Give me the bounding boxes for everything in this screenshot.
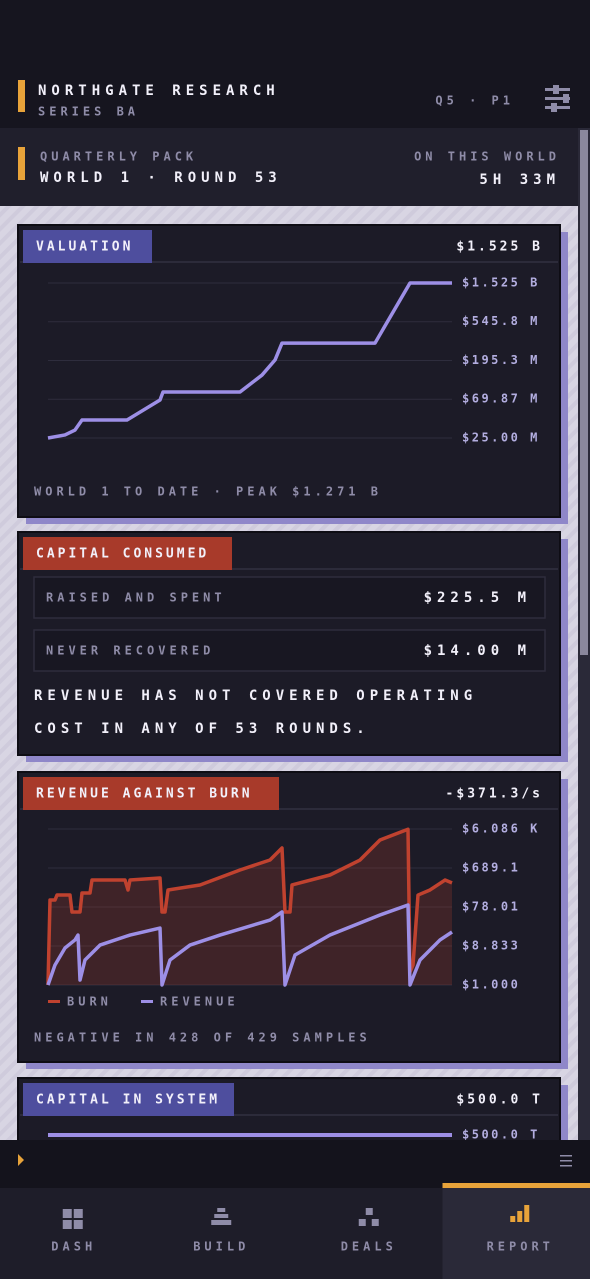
y-tick-label: $78.01 bbox=[462, 900, 520, 914]
settings-icon-knob bbox=[563, 94, 569, 103]
stat-row bbox=[33, 629, 546, 672]
pack-world: WORLD 1 · ROUND 53 bbox=[40, 170, 282, 186]
stat-label: RAISED AND SPENT bbox=[46, 591, 226, 605]
stat-label: NEVER RECOVERED bbox=[46, 644, 214, 658]
legend-swatch bbox=[141, 1000, 153, 1003]
accent-bar bbox=[18, 80, 25, 112]
nav-icon bbox=[358, 1219, 366, 1226]
y-tick-label: $1.525 B bbox=[462, 276, 540, 290]
settings-icon-knob bbox=[551, 103, 557, 112]
console-toggle[interactable] bbox=[18, 1154, 24, 1166]
nav-icon bbox=[365, 1208, 373, 1215]
capital-line bbox=[48, 1133, 452, 1137]
card-value: $1.525 B bbox=[456, 240, 543, 255]
nav-label: BUILD bbox=[193, 1240, 249, 1254]
menu-icon-line bbox=[560, 1155, 572, 1157]
header-title: NORTHGATE RESEARCH bbox=[38, 83, 280, 99]
data-line bbox=[46, 903, 453, 987]
y-tick-label: $69.87 M bbox=[462, 392, 540, 406]
accent-bar bbox=[18, 147, 25, 180]
y-tick-label: $545.8 M bbox=[462, 314, 540, 328]
y-tick-label: $689.1 bbox=[462, 860, 520, 874]
nav-icon bbox=[371, 1219, 379, 1226]
card-title: VALUATION bbox=[36, 240, 133, 255]
pack-bar bbox=[0, 128, 578, 206]
settings-icon-line bbox=[545, 106, 570, 109]
nav-icon bbox=[211, 1220, 232, 1225]
card-header-line bbox=[20, 568, 558, 570]
card-title: CAPITAL CONSUMED bbox=[36, 547, 209, 562]
nav-tab[interactable] bbox=[148, 1188, 296, 1279]
y-tick-label: $500.0 T bbox=[462, 1128, 540, 1142]
nav-label: REPORT bbox=[487, 1240, 554, 1254]
card-title: CAPITAL IN SYSTEM bbox=[36, 1093, 220, 1108]
period: Q5 · P1 bbox=[435, 94, 514, 108]
y-tick-label: $8.833 bbox=[462, 938, 520, 952]
menu-icon-line bbox=[560, 1165, 572, 1167]
nav-tab[interactable] bbox=[443, 1188, 590, 1279]
timer-label: ON THIS WORLD bbox=[414, 150, 560, 164]
nav-tab[interactable] bbox=[0, 1188, 148, 1279]
nav-icon bbox=[62, 1209, 72, 1218]
menu-icon-line bbox=[560, 1160, 572, 1162]
card bbox=[17, 224, 561, 518]
console-bar bbox=[0, 1140, 590, 1188]
y-tick-label: $25.00 M bbox=[462, 431, 540, 445]
data-line bbox=[47, 281, 452, 440]
nav-tab-active bbox=[442, 1188, 590, 1279]
data-line bbox=[46, 827, 453, 986]
card-header-line bbox=[20, 261, 558, 263]
nav-icon bbox=[62, 1220, 72, 1229]
burn-area bbox=[48, 829, 452, 985]
nav-icon bbox=[517, 1211, 523, 1222]
legend-swatch bbox=[48, 1000, 60, 1003]
card bbox=[17, 771, 561, 1063]
timer: 5H 33M bbox=[479, 172, 560, 188]
settings-icon-knob bbox=[553, 85, 559, 94]
nav-icon bbox=[217, 1208, 226, 1212]
settings-icon-line bbox=[545, 97, 570, 100]
nav-label: DASH bbox=[51, 1240, 96, 1254]
nav-icon bbox=[214, 1214, 229, 1218]
card-header-tag bbox=[23, 537, 232, 570]
card-header-tag bbox=[23, 777, 279, 810]
nav-icon bbox=[73, 1220, 83, 1229]
nav-icon bbox=[73, 1209, 83, 1218]
top-bar bbox=[0, 0, 590, 126]
card-value: $500.0 T bbox=[456, 1093, 543, 1108]
y-tick-label: $195.3 M bbox=[462, 353, 540, 367]
settings-button[interactable] bbox=[540, 80, 576, 114]
card-value: -$371.3/s bbox=[446, 787, 543, 802]
stat-value: $225.5 M bbox=[424, 590, 531, 606]
nav-label: DEALS bbox=[341, 1240, 397, 1254]
scrollbar-thumb bbox=[580, 130, 588, 655]
card-footer: NEGATIVE IN 428 OF 429 SAMPLES bbox=[34, 1031, 371, 1045]
nav-icon bbox=[524, 1205, 530, 1222]
card-title: REVENUE AGAINST BURN bbox=[36, 787, 253, 802]
stat-row bbox=[33, 576, 546, 619]
stat-value: $14.00 M bbox=[424, 643, 531, 659]
active-indicator bbox=[442, 1183, 590, 1188]
card-header-line bbox=[20, 1114, 558, 1116]
legend-label: REVENUE bbox=[160, 995, 239, 1009]
nav-icon bbox=[510, 1216, 516, 1222]
card-footer: WORLD 1 TO DATE · PEAK $1.271 B bbox=[34, 485, 382, 499]
nav-tab[interactable] bbox=[295, 1188, 443, 1279]
legend-label: BURN bbox=[67, 995, 112, 1009]
card-header-line bbox=[20, 808, 558, 810]
header-subtitle: SERIES BA bbox=[38, 105, 139, 119]
warning-note: REVENUE HAS NOT COVERED OPERATING bbox=[34, 688, 477, 704]
warning-note: COST IN ANY OF 53 ROUNDS. bbox=[34, 721, 370, 737]
y-tick-label: $1.000 bbox=[462, 978, 520, 992]
y-tick-label: $6.086 K bbox=[462, 822, 540, 836]
card-header-tag bbox=[23, 1083, 234, 1116]
card-header-tag bbox=[23, 230, 152, 263]
pack-label: QUARTERLY PACK bbox=[40, 150, 197, 164]
